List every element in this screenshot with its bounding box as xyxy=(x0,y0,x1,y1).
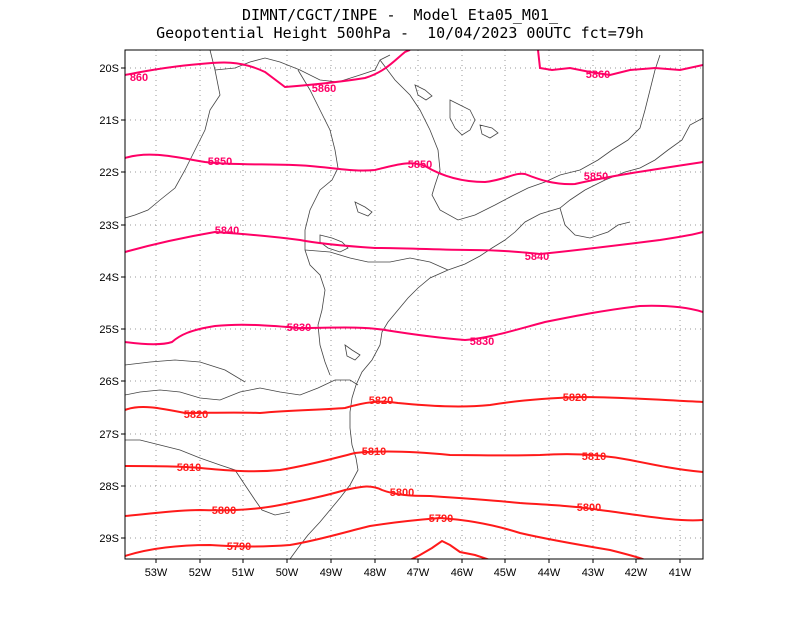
lat-label: 23S xyxy=(99,220,119,232)
contour-label: 5830 xyxy=(470,336,494,348)
contour-label: 5810 xyxy=(362,446,386,458)
contour-label: 5810 xyxy=(177,462,201,474)
contour-label: 5830 xyxy=(287,322,311,334)
contour-label: 5820 xyxy=(563,392,587,404)
longitude-labels: 53W 52W 51W 50W 49W 48W 47W 46W 45W 44W … xyxy=(145,567,692,579)
contour-5790 xyxy=(125,516,646,559)
contour-5840 xyxy=(125,230,703,256)
coastlines-and-borders xyxy=(125,50,703,559)
graticule xyxy=(125,50,703,559)
lat-label: 26S xyxy=(99,376,119,388)
contour-label: 5850 xyxy=(208,156,232,168)
contour-label: 5820 xyxy=(369,395,393,407)
lon-label: 52W xyxy=(189,567,212,579)
contour-label: 5800 xyxy=(212,505,236,517)
contour-5810 xyxy=(125,450,703,473)
lon-label: 41W xyxy=(669,567,692,579)
lon-label: 48W xyxy=(364,567,387,579)
lon-label: 49W xyxy=(320,567,343,579)
lon-label: 53W xyxy=(145,567,168,579)
contour-5830 xyxy=(125,304,703,346)
lat-label: 29S xyxy=(99,533,119,545)
map-title-line2: Geopotential Height 500hPa - 10/04/2023 … xyxy=(156,24,644,42)
lat-label: 20S xyxy=(99,63,119,75)
lon-label: 46W xyxy=(451,567,474,579)
contour-label: 5820 xyxy=(184,409,208,421)
latitude-labels: 20S 21S 22S 23S 24S 25S 26S 27S 28S 29S xyxy=(99,63,119,545)
contour-label: 5800 xyxy=(390,487,414,499)
contour-label: 5840 xyxy=(525,251,549,263)
map-title-line1: DIMNT/CGCT/INPE - Model Eta05_M01_ xyxy=(241,6,559,24)
lat-label: 27S xyxy=(99,429,119,441)
contour-label: 5850 xyxy=(408,159,432,171)
lon-label: 44W xyxy=(538,567,561,579)
contour-label: 5800 xyxy=(577,502,601,514)
axis-ticks xyxy=(121,67,681,563)
contour-label: 5790 xyxy=(429,513,453,525)
contour-label: 5840 xyxy=(215,225,239,237)
lat-label: 21S xyxy=(99,115,119,127)
lon-label: 51W xyxy=(232,567,255,579)
contour-5800 xyxy=(125,485,703,522)
lon-label: 42W xyxy=(625,567,648,579)
lat-label: 28S xyxy=(99,481,119,493)
contour-label: 5810 xyxy=(582,451,606,463)
contour-label: 5860 xyxy=(586,69,610,81)
lat-label: 24S xyxy=(99,272,119,284)
contour-5860 xyxy=(125,50,703,89)
contour-label: 5860 xyxy=(312,83,336,95)
lon-label: 45W xyxy=(494,567,517,579)
map-frame xyxy=(124,49,704,560)
contour-label: 5790 xyxy=(227,541,251,553)
lon-label: 50W xyxy=(276,567,299,579)
lon-label: 47W xyxy=(407,567,430,579)
contour-label: 5850 xyxy=(584,171,608,183)
lon-label: 43W xyxy=(582,567,605,579)
contour-5850 xyxy=(125,153,703,186)
contour-labels: 860 5860 5860 5850 5850 5850 5840 5840 5… xyxy=(130,69,610,553)
lat-label: 25S xyxy=(99,324,119,336)
contour-label: 860 xyxy=(130,72,148,84)
contour-5820 xyxy=(125,395,703,415)
lat-label: 22S xyxy=(99,167,119,179)
